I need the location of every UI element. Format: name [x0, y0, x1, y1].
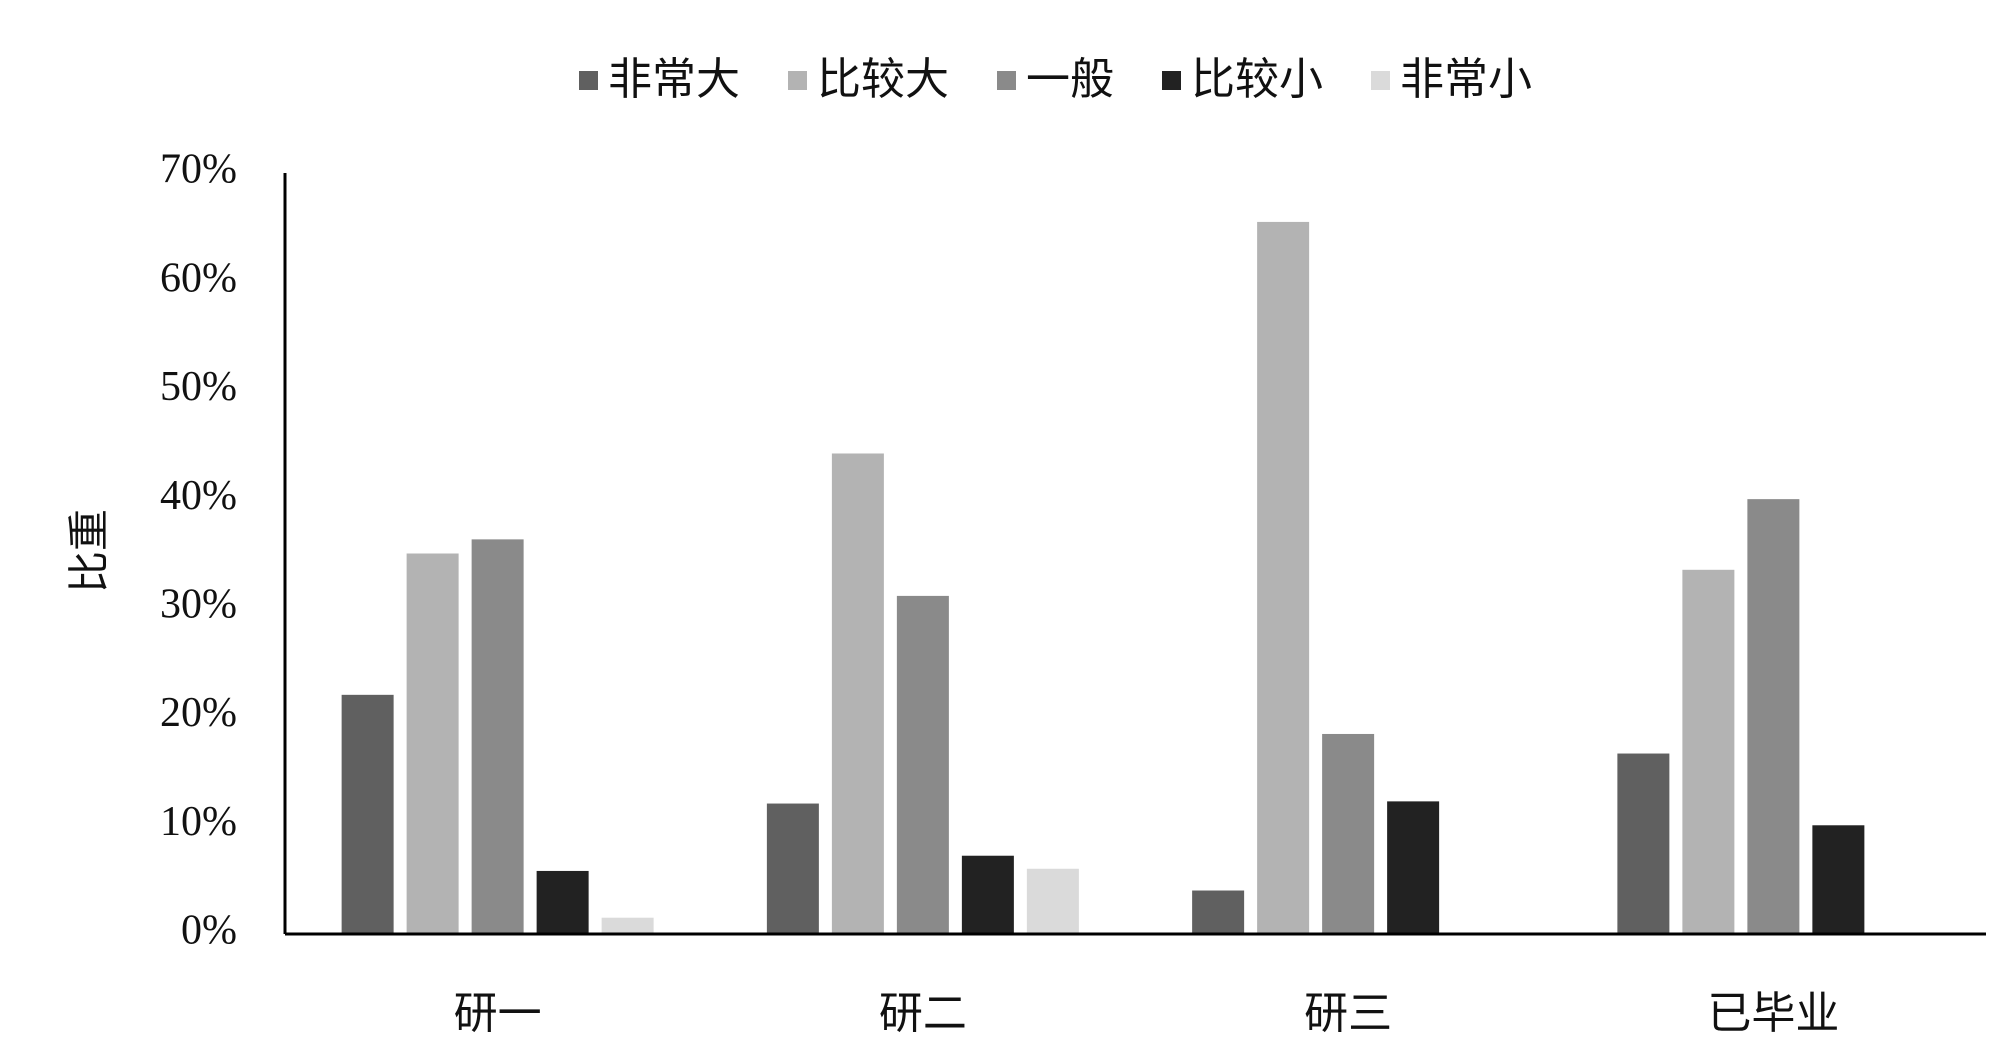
legend-swatch: [579, 71, 598, 90]
bar: [406, 553, 459, 934]
legend-label: 非常大: [608, 54, 740, 105]
bar: [1812, 825, 1865, 934]
bar: [1617, 753, 1670, 934]
legend-swatch: [1162, 71, 1181, 90]
bar: [1747, 499, 1800, 934]
bar: [536, 870, 589, 934]
bar: [766, 803, 819, 934]
legend-label: 一般: [1026, 54, 1114, 105]
y-tick-label: 20%: [160, 690, 237, 736]
y-tick-label: 10%: [160, 799, 237, 845]
x-tick-label: 已毕业: [1707, 988, 1839, 1039]
bar: [896, 595, 949, 934]
bar: [831, 453, 884, 934]
y-tick-label: 30%: [160, 581, 237, 627]
y-tick-label: 60%: [160, 255, 237, 301]
bar: [601, 917, 654, 934]
legend-label: 非常小: [1400, 54, 1532, 105]
legend-swatch: [997, 71, 1016, 90]
legend-label: 比较大: [817, 54, 949, 105]
x-tick-label: 研三: [1304, 988, 1392, 1039]
bar: [341, 694, 394, 934]
bar: [1257, 221, 1310, 934]
bar: [471, 539, 524, 934]
bar: [961, 855, 1014, 934]
y-tick-label: 70%: [160, 147, 237, 193]
y-tick-label: 0%: [181, 908, 237, 954]
bar: [1682, 569, 1735, 934]
y-tick-label: 40%: [160, 473, 237, 519]
bar: [1026, 868, 1079, 934]
x-tick-label: 研二: [879, 988, 967, 1039]
x-tick-label: 研一: [454, 988, 542, 1039]
y-axis-title: 比重: [65, 509, 114, 593]
legend-swatch: [788, 71, 807, 90]
y-tick-label: 50%: [160, 364, 237, 410]
bar: [1322, 733, 1375, 934]
bar: [1192, 890, 1245, 934]
legend-label: 比较小: [1191, 54, 1323, 105]
bar: [1387, 801, 1440, 934]
legend-swatch: [1371, 71, 1390, 90]
